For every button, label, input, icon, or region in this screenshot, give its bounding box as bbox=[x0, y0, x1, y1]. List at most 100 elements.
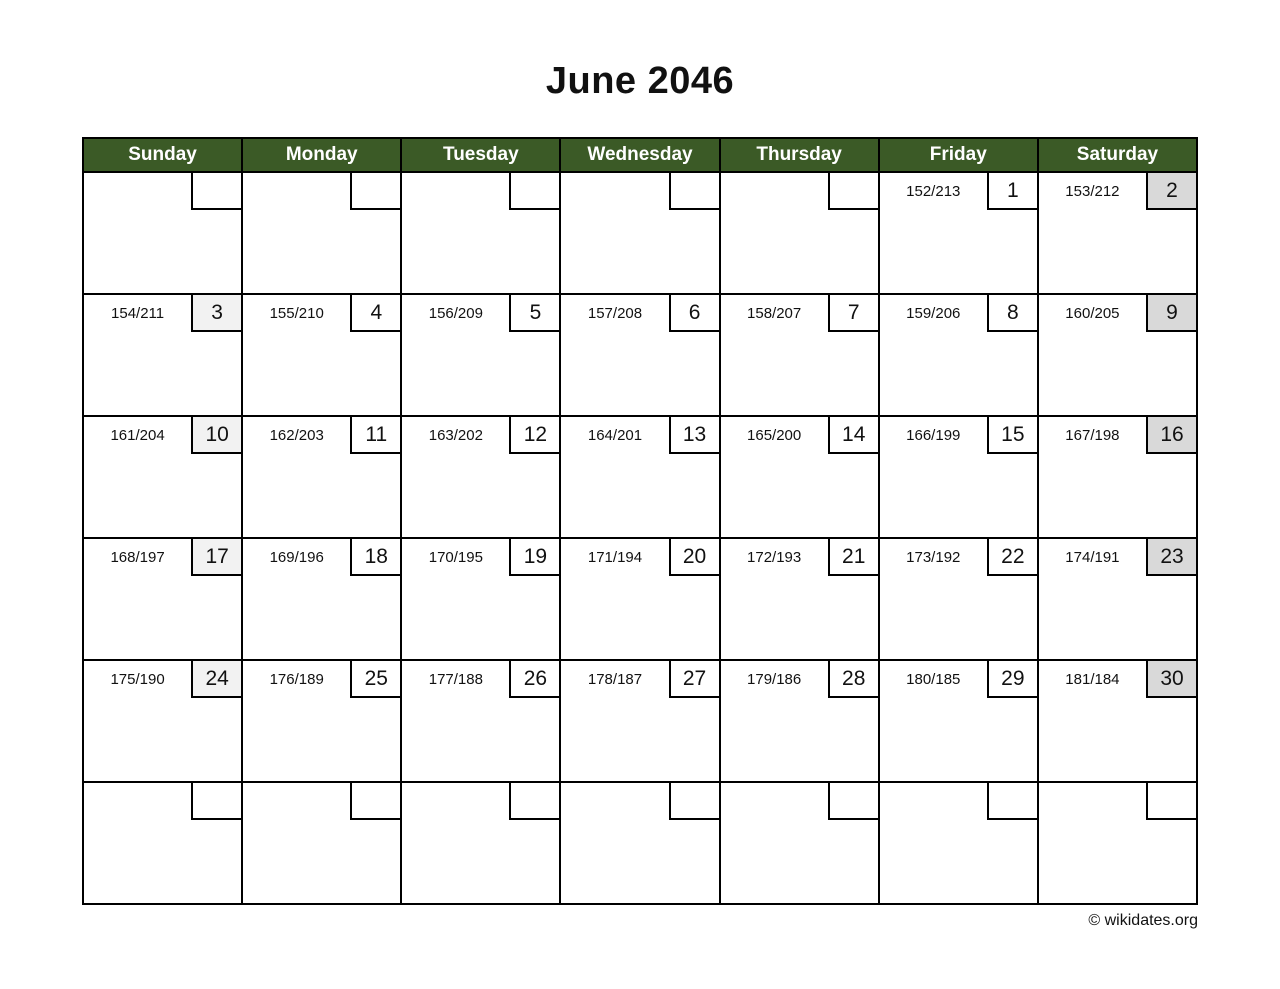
day-of-year-label: 169/196 bbox=[269, 549, 324, 566]
day-number-box bbox=[191, 173, 242, 210]
day-of-year-label: 176/189 bbox=[269, 671, 324, 688]
day-number-box bbox=[1146, 783, 1196, 820]
day-of-year-label: 171/194 bbox=[587, 549, 643, 566]
day-number-box: 24 bbox=[191, 661, 242, 698]
day-number-box bbox=[668, 783, 719, 820]
week-row: 168/197 17 169/196 18 170/195 19 171/194 20 172/… bbox=[81, 537, 1199, 661]
page-title: June 2046 bbox=[545, 60, 735, 102]
day-number-box: 10 bbox=[191, 417, 242, 454]
day-cell-28: 179/186 28 bbox=[718, 659, 880, 783]
day-number-box: 29 bbox=[986, 661, 1037, 698]
day-number-box bbox=[827, 783, 878, 820]
day-cell-5: 156/209 5 bbox=[400, 293, 562, 417]
day-number-box: 26 bbox=[509, 661, 560, 698]
day-cell-empty bbox=[877, 781, 1039, 905]
copyright-text: © wikidates.org bbox=[1088, 912, 1198, 929]
day-cell-25: 176/189 25 bbox=[241, 659, 403, 783]
day-of-year-label bbox=[88, 783, 187, 820]
day-cell-24: 175/190 24 bbox=[81, 659, 244, 783]
day-of-year-label: 155/210 bbox=[269, 305, 324, 322]
day-cell-22: 173/192 22 bbox=[877, 537, 1039, 661]
day-of-year-label: 158/207 bbox=[747, 305, 802, 322]
day-of-year-label bbox=[406, 173, 505, 210]
day-of-year-label: 177/188 bbox=[428, 671, 483, 688]
day-of-year-label: 162/203 bbox=[269, 427, 324, 444]
day-of-year-label bbox=[406, 783, 505, 820]
day-of-year-label bbox=[725, 783, 824, 820]
day-cell-10: 161/204 10 bbox=[81, 415, 244, 539]
day-cell-empty bbox=[559, 781, 721, 905]
day-cell-empty bbox=[718, 781, 880, 905]
day-of-year-label bbox=[725, 173, 824, 210]
weekday-header-sunday: Sunday bbox=[81, 137, 244, 173]
day-number-box: 13 bbox=[668, 417, 719, 454]
day-of-year-label bbox=[247, 173, 346, 210]
day-cell-9: 160/205 9 bbox=[1036, 293, 1199, 417]
day-cell-19: 170/195 19 bbox=[400, 537, 562, 661]
weekday-header-thursday: Thursday bbox=[718, 137, 880, 173]
day-number-box: 14 bbox=[827, 417, 878, 454]
day-number-box: 9 bbox=[1146, 295, 1196, 332]
day-cell-11: 162/203 11 bbox=[241, 415, 403, 539]
day-number-box bbox=[509, 173, 560, 210]
day-number-box: 6 bbox=[668, 295, 719, 332]
day-of-year-label: 178/187 bbox=[587, 671, 643, 688]
weekday-header-tuesday: Tuesday bbox=[400, 137, 562, 173]
day-of-year-label: 168/197 bbox=[110, 549, 165, 566]
day-cell-empty bbox=[241, 781, 403, 905]
weekday-header-wednesday: Wednesday bbox=[559, 137, 721, 173]
day-of-year-label bbox=[565, 173, 664, 210]
day-cell-23: 174/191 23 bbox=[1036, 537, 1199, 661]
day-number-box: 3 bbox=[191, 295, 242, 332]
day-number-box: 7 bbox=[827, 295, 878, 332]
day-of-year-label: 170/195 bbox=[428, 549, 483, 566]
day-of-year-label: 153/212 bbox=[1065, 183, 1120, 200]
day-number-box bbox=[986, 783, 1037, 820]
day-cell-8: 159/206 8 bbox=[877, 293, 1039, 417]
day-of-year-label bbox=[88, 173, 187, 210]
day-of-year-label: 174/191 bbox=[1065, 549, 1120, 566]
day-cell-20: 171/194 20 bbox=[559, 537, 721, 661]
day-number-box: 20 bbox=[668, 539, 719, 576]
day-of-year-label: 167/198 bbox=[1065, 427, 1120, 444]
day-number-box: 23 bbox=[1146, 539, 1196, 576]
day-number-box: 11 bbox=[350, 417, 401, 454]
day-cell-26: 177/188 26 bbox=[400, 659, 562, 783]
week-row bbox=[81, 781, 1199, 905]
day-cell-4: 155/210 4 bbox=[241, 293, 403, 417]
day-number-box: 25 bbox=[350, 661, 401, 698]
day-of-year-label: 173/192 bbox=[906, 549, 961, 566]
day-number-box: 21 bbox=[827, 539, 878, 576]
day-cell-16: 167/198 16 bbox=[1036, 415, 1199, 539]
day-number-box: 5 bbox=[509, 295, 560, 332]
day-number-box: 30 bbox=[1146, 661, 1196, 698]
day-of-year-label bbox=[1043, 783, 1142, 820]
weekday-header-row: Sunday Monday Tuesday Wednesday Thursday Frid… bbox=[81, 137, 1199, 173]
day-number-box bbox=[191, 783, 242, 820]
day-number-box: 1 bbox=[986, 173, 1037, 210]
day-number-box: 12 bbox=[509, 417, 560, 454]
day-number-box: 27 bbox=[668, 661, 719, 698]
day-cell-17: 168/197 17 bbox=[81, 537, 244, 661]
day-number-box: 2 bbox=[1146, 173, 1196, 210]
day-of-year-label bbox=[247, 783, 346, 820]
day-of-year-label: 152/213 bbox=[906, 183, 961, 200]
day-cell-14: 165/200 14 bbox=[718, 415, 880, 539]
week-row: 154/211 3 155/210 4 156/209 5 157/208 6 158/207 7… bbox=[81, 293, 1199, 417]
day-number-box: 4 bbox=[350, 295, 401, 332]
day-of-year-label: 156/209 bbox=[428, 305, 483, 322]
weekday-header-monday: Monday bbox=[241, 137, 403, 173]
day-of-year-label: 154/211 bbox=[111, 305, 165, 322]
day-number-box bbox=[509, 783, 560, 820]
day-cell-empty bbox=[400, 781, 562, 905]
day-of-year-label: 161/204 bbox=[110, 427, 165, 444]
day-number-box bbox=[350, 173, 401, 210]
day-cell-empty bbox=[718, 171, 880, 295]
day-cell-30: 181/184 30 bbox=[1036, 659, 1199, 783]
day-cell-27: 178/187 27 bbox=[559, 659, 721, 783]
day-of-year-label: 181/184 bbox=[1065, 671, 1120, 688]
day-number-box: 17 bbox=[191, 539, 242, 576]
day-of-year-label: 172/193 bbox=[747, 549, 802, 566]
day-cell-21: 172/193 21 bbox=[718, 537, 880, 661]
